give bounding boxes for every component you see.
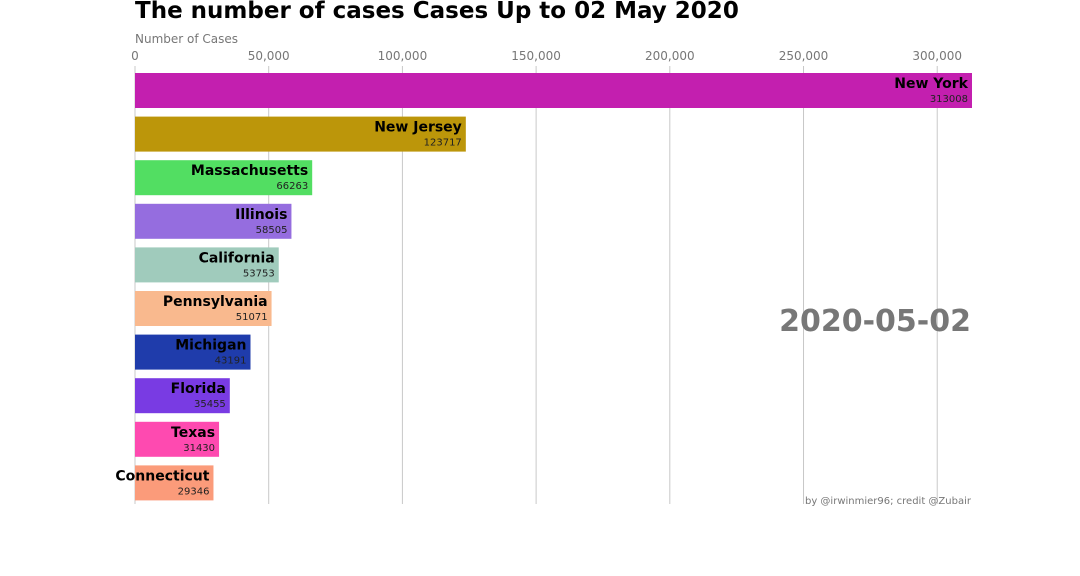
x-tick-label: 300,000 xyxy=(912,49,962,63)
bar-group: Michigan 43191 xyxy=(135,334,251,370)
bar-name-label: Illinois xyxy=(235,207,287,223)
bar-value-label: 43191 xyxy=(215,356,247,367)
bar-name-label: Texas xyxy=(171,425,215,441)
bar-value-label: 31430 xyxy=(183,443,215,454)
bar-value-label: 313008 xyxy=(930,94,968,105)
bar-name-label: Pennsylvania xyxy=(163,294,268,310)
bar xyxy=(135,203,292,239)
x-tick-label: 150,000 xyxy=(511,49,561,63)
bar-group: Illinois 58505 xyxy=(135,203,292,239)
bar-group: Florida 35455 xyxy=(135,378,230,414)
bar-name-label: Michigan xyxy=(175,338,246,354)
bar-name-label: California xyxy=(199,250,275,266)
bar xyxy=(135,421,220,457)
bar xyxy=(135,465,214,501)
bar-group: Pennsylvania 51071 xyxy=(135,291,272,326)
bar-group: Texas 31430 xyxy=(135,421,220,457)
x-tick-label: 200,000 xyxy=(645,49,695,63)
bar xyxy=(135,73,972,108)
bar-name-label: New York xyxy=(894,76,968,92)
bar-group: Massachusetts 66263 xyxy=(135,160,313,196)
credit-label: by @irwinmier96; credit @Zubair xyxy=(805,496,972,507)
bar xyxy=(135,291,272,326)
bar-value-label: 66263 xyxy=(276,181,308,192)
bar xyxy=(135,378,230,414)
bar-group: Connecticut 29346 xyxy=(115,465,214,501)
x-tick-label: 100,000 xyxy=(378,49,428,63)
bar-name-label: Connecticut xyxy=(115,468,209,484)
bar-value-label: 51071 xyxy=(236,312,268,323)
bar xyxy=(135,334,251,370)
x-tick-label: 250,000 xyxy=(779,49,829,63)
bar-value-label: 35455 xyxy=(194,399,226,410)
bar-value-label: 58505 xyxy=(256,225,288,236)
bar-name-label: Massachusetts xyxy=(191,163,308,179)
bar-value-label: 53753 xyxy=(243,268,275,279)
bar-group: California 53753 xyxy=(135,247,279,283)
date-label: 2020-05-02 xyxy=(779,304,971,339)
bar-group: New Jersey 123717 xyxy=(135,116,466,152)
chart-title: The number of cases Cases Up to 02 May 2… xyxy=(135,0,739,24)
bar-value-label: 29346 xyxy=(178,486,210,497)
x-axis-label: Number of Cases xyxy=(135,32,238,46)
bar-name-label: New Jersey xyxy=(374,120,462,136)
bar xyxy=(135,160,313,196)
bar xyxy=(135,247,279,283)
bar-group: New York 313008 xyxy=(135,73,972,108)
x-tick-label: 50,000 xyxy=(248,49,290,63)
bar xyxy=(135,116,466,152)
x-tick-label: 0 xyxy=(131,49,139,63)
bar-name-label: Florida xyxy=(171,381,226,397)
x-axis-ticks: 0 50,000 100,000 150,000 200,000 250,000 300,0… xyxy=(131,49,962,63)
bar-value-label: 123717 xyxy=(424,138,462,149)
bars: New York 313008 New Jersey 123717 Massachuse… xyxy=(115,73,972,501)
